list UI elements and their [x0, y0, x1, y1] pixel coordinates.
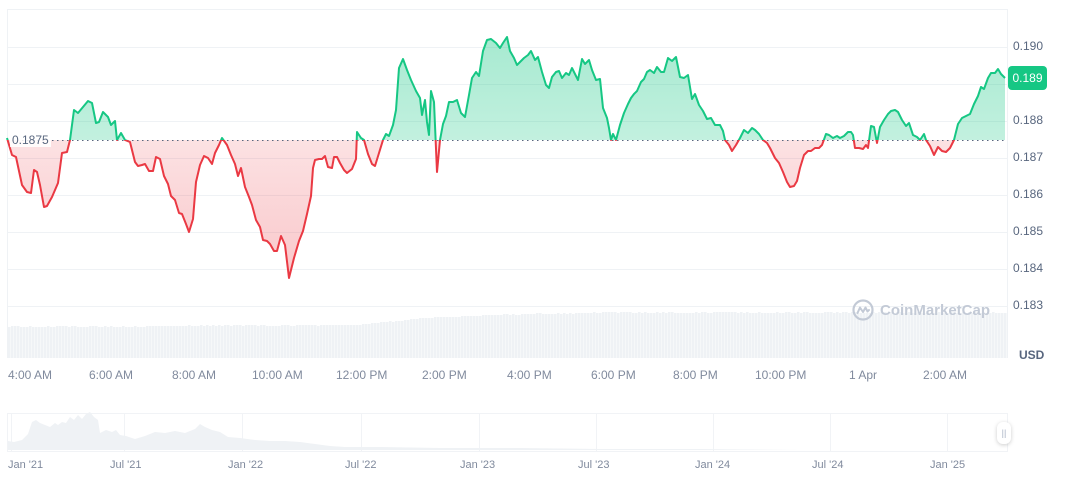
current-price-badge: 0.189: [1008, 66, 1047, 90]
x-tick-label: 1 Apr: [849, 368, 877, 382]
y-tick-label: 0.186: [1013, 187, 1043, 201]
navigator-tick-label: Jul '21: [110, 459, 141, 471]
y-tick-label: 0.185: [1013, 224, 1043, 238]
y-tick-label: 0.188: [1013, 113, 1043, 127]
navigator-tick-label: Jan '21: [8, 459, 43, 471]
coinmarketcap-watermark: CoinMarketCap: [852, 299, 990, 321]
y-tick-label: 0.187: [1013, 150, 1043, 164]
navigator-tick-label: Jan '23: [460, 459, 495, 471]
x-tick-label: 2:00 PM: [422, 368, 467, 382]
navigator-tick-label: Jul '23: [578, 459, 609, 471]
navigator-tick-label: Jan '25: [930, 459, 965, 471]
x-tick-label: 8:00 PM: [673, 368, 718, 382]
navigator-tick-label: Jan '24: [695, 459, 730, 471]
x-tick-label: 4:00 AM: [8, 368, 52, 382]
range-navigator[interactable]: [0, 400, 1072, 477]
watermark-text: CoinMarketCap: [880, 302, 990, 319]
x-tick-label: 12:00 PM: [336, 368, 387, 382]
price-chart[interactable]: [0, 0, 1072, 400]
x-tick-label: 6:00 AM: [89, 368, 133, 382]
navigator-tick-label: Jul '24: [812, 459, 843, 471]
x-tick-label: 10:00 AM: [252, 368, 303, 382]
y-tick-label: 0.184: [1013, 261, 1043, 275]
coinmarketcap-logo-icon: [852, 299, 874, 321]
baseline-label: 0.1875: [10, 133, 51, 147]
navigator-tick-label: Jan '22: [228, 459, 263, 471]
y-tick-label: 0.183: [1013, 298, 1043, 312]
x-tick-label: 6:00 PM: [591, 368, 636, 382]
x-tick-label: 4:00 PM: [507, 368, 552, 382]
currency-label: USD: [1019, 348, 1044, 362]
navigator-tick-label: Jul '22: [345, 459, 376, 471]
y-tick-label: 0.190: [1013, 39, 1043, 53]
x-tick-label: 8:00 AM: [172, 368, 216, 382]
grip-icon: ||: [1002, 428, 1007, 438]
navigator-drag-handle[interactable]: ||: [997, 422, 1011, 444]
x-tick-label: 10:00 PM: [755, 368, 806, 382]
x-tick-label: 2:00 AM: [923, 368, 967, 382]
